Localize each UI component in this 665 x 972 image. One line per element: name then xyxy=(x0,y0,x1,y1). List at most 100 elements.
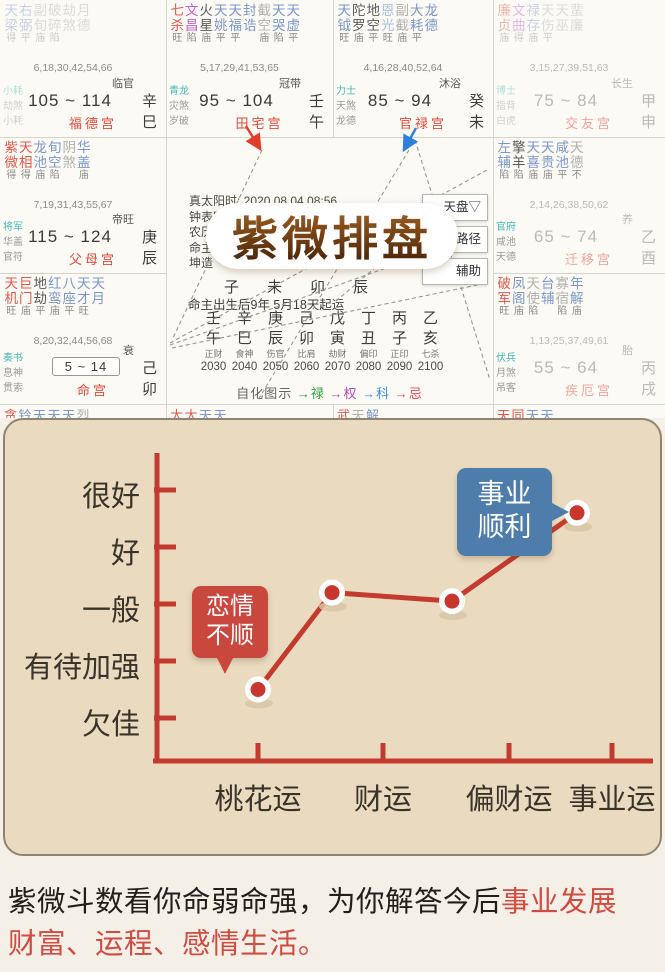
decade-range: 5 ~ 14 xyxy=(52,357,120,376)
star-list: 廉贞庙文曲得禄存庙天伤平天巫蜚廉 xyxy=(497,3,584,44)
decade-range: 95 ~ 104 xyxy=(199,91,274,110)
grid-line xyxy=(333,0,334,137)
grid-line xyxy=(493,273,665,274)
heavenly-stem: 丙 xyxy=(640,360,656,377)
zihua-legend: 自化图示 →禄 →权 →科 →忌 xyxy=(236,386,423,401)
earthly-branch: 戌 xyxy=(640,381,656,398)
palace-name: 田宅宫 xyxy=(235,116,284,131)
earthly-branch: 酉 xyxy=(640,250,656,267)
palace-cell-官禄宫[interactable]: 天钺旺陀罗庙地空平恩光旺副截庙大耗平龙德 4,16,28,40,52,64 力士 天煞… xyxy=(333,0,493,137)
star-list: 紫微得天相得龙池庙旬空陷阴煞华盖庙 xyxy=(4,140,91,181)
decade-range: 115 ~ 124 xyxy=(28,227,112,246)
heavenly-stem: 辛 xyxy=(141,93,157,110)
year-gods: 力士 天煞 龙德 xyxy=(336,86,356,127)
xiaoxian-ages: 6,18,30,42,54,66 xyxy=(33,62,113,74)
xiaoxian-ages: 2,14,26,38,50,62 xyxy=(529,199,609,211)
palace-name: 迁移宫 xyxy=(564,252,613,267)
decade-range: 105 ~ 114 xyxy=(28,91,112,110)
palace-cell-疾厄宫[interactable]: 破军旺凤阁庙天使陷台辅寡宿陷年解庙 1,13,25,37,49,61 伏兵 月煞 吊客 5… xyxy=(493,273,665,404)
life-stage: 胎 xyxy=(622,345,633,357)
grid-line xyxy=(166,0,167,418)
year-gods: 青龙 灾煞 岁破 xyxy=(169,86,189,127)
life-stage: 临官 xyxy=(112,78,134,90)
bubble-tail xyxy=(550,502,569,522)
bubble-tail xyxy=(216,656,234,674)
page-title: 紫微排盘 xyxy=(232,203,432,269)
life-stage: 沐浴 xyxy=(439,78,461,90)
x-axis-label: 桃花运 xyxy=(214,784,302,816)
palace-name: 命宫 xyxy=(76,383,109,398)
grid-line xyxy=(0,404,665,405)
year-gods: 博士 指背 白虎 xyxy=(496,86,516,127)
year-gods: 奏书 息神 贯索 xyxy=(3,353,23,394)
xiaoxian-ages: 7,19,31,43,55,67 xyxy=(33,199,113,211)
clipped-palace-row: 武天解 xyxy=(337,408,381,418)
xiaoxian-ages: 1,13,25,37,49,61 xyxy=(529,335,609,347)
star-list: 左辅陷擎羊陷天喜庙天贵庙咸池平天德不 xyxy=(497,140,584,181)
palace-cell-命宫[interactable]: 天机旺巨门庙地劫平红鸾庙八座平天才旺天月 8,20,32,44,56,68 奏书 息神… xyxy=(0,273,166,404)
year-gods: 小耗 劫煞 小耗 xyxy=(3,86,23,127)
palace-name: 父母宫 xyxy=(68,252,117,267)
star-list: 天钺旺陀罗庙地空平恩光旺副截庙大耗平龙德 xyxy=(337,3,439,44)
grid-line xyxy=(0,273,166,274)
earthly-branch: 未 xyxy=(468,114,484,131)
decade-range: 85 ~ 94 xyxy=(367,91,433,110)
life-stage: 冠带 xyxy=(279,78,301,90)
clipped-palace-row: 太太天天 xyxy=(170,408,229,418)
x-axis-label: 财运 xyxy=(353,784,412,816)
life-stage: 帝旺 xyxy=(112,214,134,226)
xiaoxian-ages: 3,15,27,39,51,63 xyxy=(529,62,609,74)
y-axis-label: 很好 xyxy=(81,481,140,513)
decade-range: 75 ~ 84 xyxy=(533,91,599,110)
decade-luck-table: 壬辛庚己戊丁丙乙午巳辰卯寅丑子亥正财 食神 伤官 比肩 劫财 偏印 正印 七杀 2030 2040… xyxy=(200,310,444,373)
heavenly-stem: 乙 xyxy=(640,229,656,246)
y-axis-label: 一般 xyxy=(81,595,140,627)
callout-bubble: 事业 顺利 xyxy=(457,468,569,556)
palace-cell-福德宫[interactable]: 天梁得右弼平副旬庙破碎陷劫煞月德 6,18,30,42,54,66 小耗 劫煞 小耗 10… xyxy=(0,0,166,137)
earthly-branch: 卯 xyxy=(141,381,157,398)
palace-cell-交友宫[interactable]: 廉贞庙文曲得禄存庙天伤平天巫蜚廉 3,15,27,39,51,63 博士 指背 白虎 75… xyxy=(493,0,665,137)
earthly-branch: 申 xyxy=(640,114,656,131)
x-axis-label: 偏财运 xyxy=(465,784,553,816)
life-stage: 衰 xyxy=(123,345,134,357)
caption-line-2: 财富、运程、感情生活。 xyxy=(8,927,328,960)
grid-line xyxy=(493,0,494,418)
natal-chart-grid: 真太阳时: 2020.08.04 08:56钟表时间农历命主坤造 天盘▽ 路径 … xyxy=(0,0,665,418)
life-stage: 长生 xyxy=(611,78,633,90)
decade-range: 65 ~ 74 xyxy=(533,227,599,246)
xiaoxian-ages: 4,16,28,40,52,64 xyxy=(363,62,443,74)
palace-name: 福德宫 xyxy=(68,116,117,131)
grid-line xyxy=(0,137,665,138)
palace-cell-迁移宫[interactable]: 左辅陷擎羊陷天喜庙天贵庙咸池平天德不 2,14,26,38,50,62 官府 咸池 天德… xyxy=(493,137,665,273)
xiaoxian-ages: 8,20,32,44,56,68 xyxy=(33,335,113,347)
year-gods: 官府 咸池 天德 xyxy=(496,222,516,263)
xiaoxian-ages: 5,17,29,41,53,65 xyxy=(200,62,279,74)
star-list: 天机旺巨门庙地劫平红鸾庙八座平天才旺天月 xyxy=(4,276,106,317)
marketing-caption: 紫微斗数看你命弱命强，为你解答今后事业发展 财富、运程、感情生活。 xyxy=(8,882,660,966)
y-axis-label: 好 xyxy=(110,538,140,570)
y-axis-label: 有待加强 xyxy=(23,652,140,684)
year-gods: 伏兵 月煞 吊客 xyxy=(496,353,516,394)
earthly-branch: 巳 xyxy=(141,114,157,131)
chart-center-panel: 真太阳时: 2020.08.04 08:56钟表时间农历命主坤造 天盘▽ 路径 … xyxy=(166,137,493,404)
caption-line-1: 紫微斗数看你命弱命强，为你解答今后事业发展 xyxy=(8,886,618,918)
palace-name: 交友宫 xyxy=(564,116,613,131)
heavenly-stem: 癸 xyxy=(468,93,484,110)
palace-name: 官禄宫 xyxy=(398,116,447,131)
decade-range: 55 ~ 64 xyxy=(533,358,599,377)
life-stage: 养 xyxy=(622,214,633,226)
clipped-palace-row: 贪铃天天天烈 xyxy=(4,408,92,418)
grid-line xyxy=(333,404,334,418)
earthly-branch: 辰 xyxy=(141,250,157,267)
ziwei-paipan-title-badge: 紫微排盘 xyxy=(206,203,458,269)
heavenly-stem: 甲 xyxy=(640,93,656,110)
heavenly-stem: 庚 xyxy=(141,229,157,246)
palace-cell-田宅宫[interactable]: 七杀旺文昌陷火星庙天姚平天福平封诰截空庙天哭陷天虚平 5,17,29,41,53,… xyxy=(166,0,333,137)
star-list: 七杀旺文昌陷火星庙天姚平天福平封诰截空庙天哭陷天虚平 xyxy=(170,3,301,44)
star-list: 天梁得右弼平副旬庙破碎陷劫煞月德 xyxy=(4,3,91,44)
palace-cell-父母宫[interactable]: 紫微得天相得龙池庙旬空陷阴煞华盖庙 7,19,31,43,55,67 将军 华盖 官符 1… xyxy=(0,137,166,273)
callout-bubble: 恋情 不顺 xyxy=(192,586,268,674)
palace-name: 疾厄宫 xyxy=(564,383,613,398)
x-axis-label: 事业运 xyxy=(568,784,656,816)
